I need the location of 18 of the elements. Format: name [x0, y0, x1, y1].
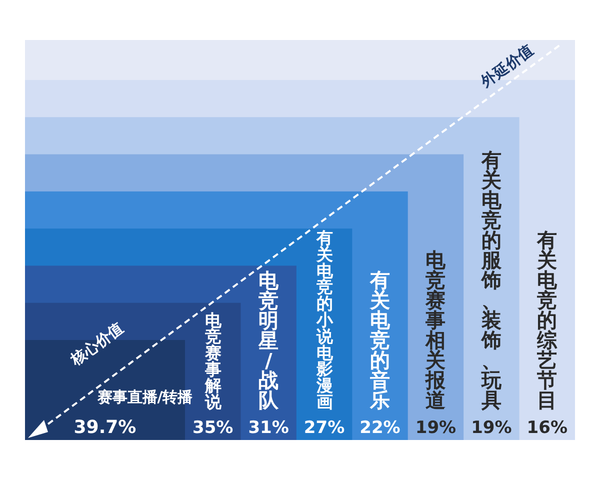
- category-label: 有关电竞的服饰、装饰、玩具: [481, 148, 502, 412]
- data-label: 39.7%: [74, 417, 136, 438]
- category-label: 电竞赛事相关报道: [424, 248, 447, 412]
- category-label: 电竞明星/战队: [258, 270, 280, 412]
- data-label: 19%: [415, 418, 456, 438]
- category-label: 电竞赛事解说: [204, 310, 222, 412]
- category-label: 有关电竞的小说电影漫画: [316, 228, 332, 412]
- data-label: 31%: [248, 418, 289, 438]
- text: 核心价值: [66, 319, 127, 370]
- data-label: 35%: [192, 418, 234, 438]
- data-label: 16%: [526, 418, 568, 438]
- data-label: 19%: [471, 418, 512, 438]
- category-label: 赛事直播/转播: [96, 388, 194, 406]
- category-label: 有关电竞的综艺节目: [537, 228, 558, 412]
- text: 外延价值: [476, 41, 537, 92]
- category-label: 有关电竞的音乐: [369, 268, 391, 412]
- data-label: 22%: [360, 418, 400, 438]
- data-label: 27%: [304, 418, 345, 438]
